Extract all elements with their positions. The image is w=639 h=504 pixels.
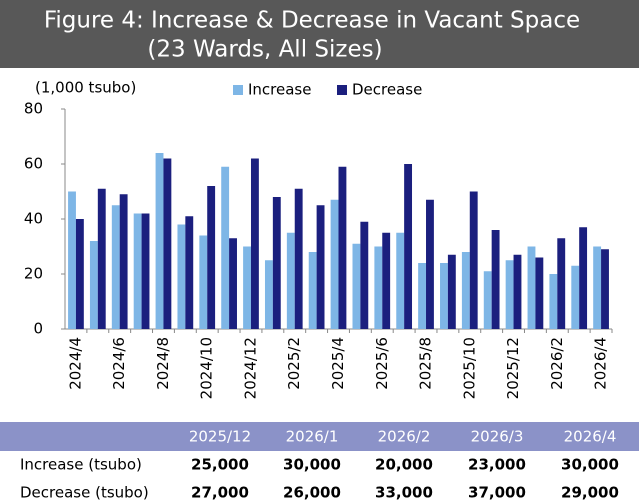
bar — [89, 241, 98, 329]
bar — [155, 153, 164, 329]
y-tick-label: 0 — [33, 320, 43, 338]
bar — [229, 238, 237, 329]
bar — [308, 252, 317, 329]
legend-swatch — [233, 85, 243, 95]
bar — [593, 246, 602, 329]
bar — [185, 216, 194, 329]
bar — [111, 205, 120, 329]
bar — [557, 238, 566, 329]
legend-swatch — [337, 85, 347, 95]
x-tick-label: 2025/2 — [285, 337, 303, 390]
table-row-label: Increase (tsubo) — [20, 456, 142, 474]
bar — [571, 265, 580, 329]
bar — [272, 197, 281, 329]
bar — [396, 232, 405, 329]
table-cell: 26,000 — [283, 484, 341, 502]
x-tick-label: 2024/10 — [198, 337, 216, 399]
bar — [177, 224, 186, 329]
bar — [404, 164, 413, 329]
bar — [221, 166, 230, 329]
bar — [447, 254, 456, 329]
bar — [549, 274, 558, 329]
table-column-header: 2026/3 — [471, 428, 524, 446]
bar — [330, 199, 339, 329]
x-tick-label: 2024/8 — [154, 337, 172, 390]
table-row-label: Decrease (tsubo) — [20, 484, 149, 502]
table-column-header: 2026/1 — [286, 428, 339, 446]
table-cell: 33,000 — [375, 484, 433, 502]
bar — [243, 246, 251, 329]
bar — [505, 260, 514, 329]
x-tick-label: 2024/4 — [66, 337, 84, 390]
bar — [382, 232, 391, 329]
bar — [360, 221, 369, 329]
bar — [207, 186, 216, 329]
x-tick-label: 2024/12 — [241, 337, 259, 399]
bar — [250, 158, 259, 329]
bar — [68, 191, 76, 329]
bar — [75, 219, 84, 329]
bar — [527, 246, 536, 329]
bar — [163, 158, 172, 329]
bar — [418, 263, 427, 329]
bar — [119, 194, 128, 329]
bar — [601, 249, 609, 329]
chart-title: Figure 4: Increase & Decrease in Vacant … — [44, 8, 580, 34]
bar — [199, 235, 208, 329]
table-cell: 30,000 — [283, 456, 341, 474]
legend-label: Increase — [248, 81, 311, 99]
x-tick-label: 2025/12 — [504, 337, 522, 399]
table-cell: 29,000 — [561, 484, 619, 502]
table-cell: 20,000 — [375, 456, 433, 474]
bar — [579, 227, 588, 329]
x-tick-label: 2026/2 — [548, 337, 566, 390]
x-tick-label: 2024/6 — [110, 337, 128, 390]
bar — [294, 188, 303, 329]
y-axis-label: (1,000 tsubo) — [35, 79, 136, 97]
bar — [338, 166, 347, 329]
bar — [426, 199, 434, 329]
table-cell: 37,000 — [468, 484, 526, 502]
x-tick-label: 2025/6 — [373, 337, 391, 390]
y-tick-label: 40 — [24, 210, 43, 228]
bar — [286, 232, 295, 329]
bar — [133, 213, 142, 329]
table-column-header: 2026/2 — [378, 428, 431, 446]
table-column-header: 2026/4 — [564, 428, 617, 446]
table-header — [0, 422, 639, 451]
y-tick-label: 80 — [24, 100, 43, 118]
bar — [141, 213, 150, 329]
bar — [374, 246, 383, 329]
table-cell: 30,000 — [561, 456, 619, 474]
bar — [491, 230, 500, 329]
bar — [440, 263, 448, 329]
table-cell: 25,000 — [191, 456, 249, 474]
bar — [513, 254, 522, 329]
table-cell: 27,000 — [191, 484, 249, 502]
bar — [469, 191, 478, 329]
x-tick-label: 2025/10 — [460, 337, 478, 399]
y-tick-label: 20 — [24, 265, 43, 283]
title-banner — [0, 0, 639, 68]
x-tick-label: 2026/4 — [592, 337, 610, 390]
x-tick-label: 2025/4 — [329, 337, 347, 390]
bar — [535, 257, 544, 329]
table-column-header: 2025/12 — [189, 428, 251, 446]
x-tick-label: 2025/8 — [417, 337, 435, 390]
bar — [97, 188, 106, 329]
bar — [483, 271, 492, 329]
bar — [264, 260, 273, 329]
legend-label: Decrease — [352, 81, 422, 99]
table-cell: 23,000 — [468, 456, 526, 474]
bar — [316, 205, 325, 329]
bar — [352, 243, 361, 329]
chart-subtitle: (23 Wards, All Sizes) — [147, 37, 382, 63]
bar — [461, 252, 470, 329]
y-tick-label: 60 — [24, 155, 43, 173]
